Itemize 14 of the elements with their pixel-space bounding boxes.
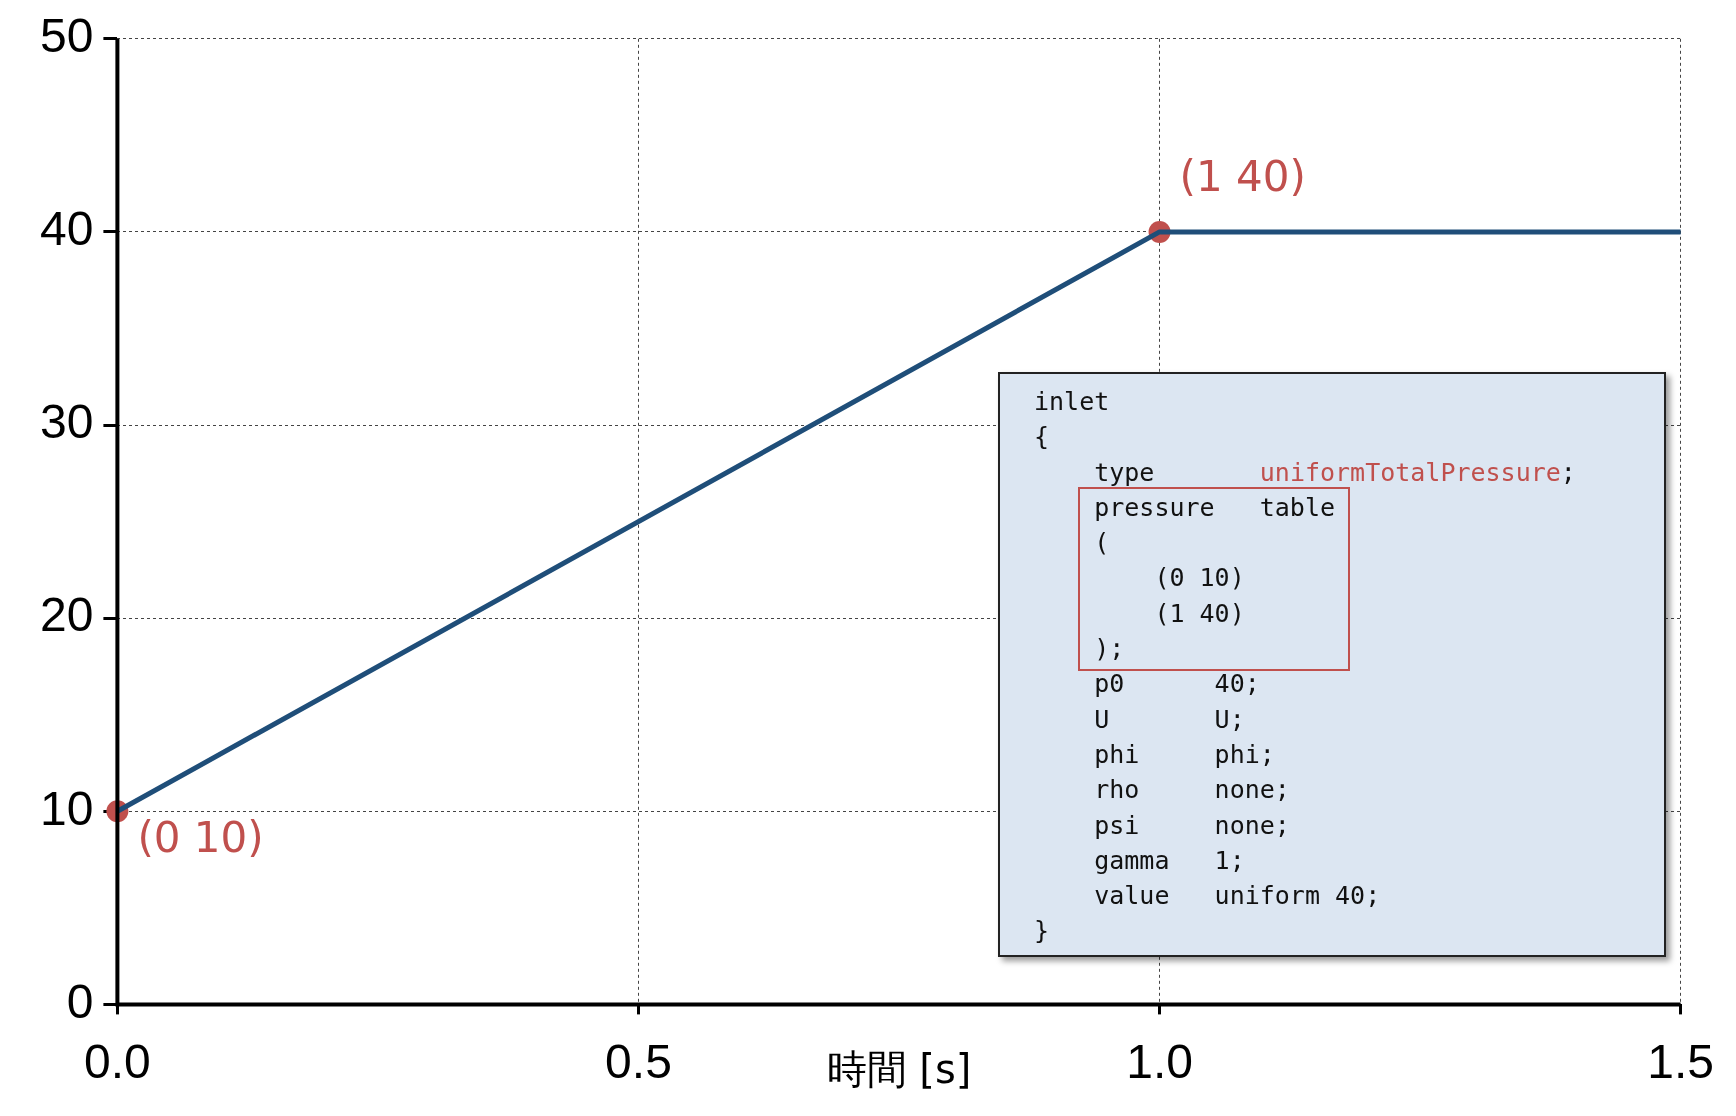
x-tick-label: 1.5 <box>1647 1035 1714 1089</box>
y-tick-label: 20 <box>40 588 94 642</box>
code-card: inlet { type uniformTotalPressure; pressure table ( (0 10) (1 40) ); p0 40; U U; phi phi; rho none; psi none; gamma 1; value uniform 40; } <box>998 372 1666 957</box>
x-tick-label: 0.5 <box>605 1035 672 1089</box>
x-axis-title: 時間 [s] <box>826 1046 972 1093</box>
x-tick-label: 1.0 <box>1126 1035 1193 1089</box>
y-tick-label: 30 <box>40 395 94 449</box>
x-tick-label: 0.0 <box>84 1035 151 1089</box>
y-tick-label: 10 <box>40 781 94 835</box>
y-tick-label: 40 <box>40 202 94 256</box>
annotation: (0 10) <box>137 813 264 863</box>
y-tick-label: 0 <box>66 974 94 1028</box>
y-tick-label: 50 <box>40 9 94 63</box>
annotation: (1 40) <box>1179 151 1306 201</box>
